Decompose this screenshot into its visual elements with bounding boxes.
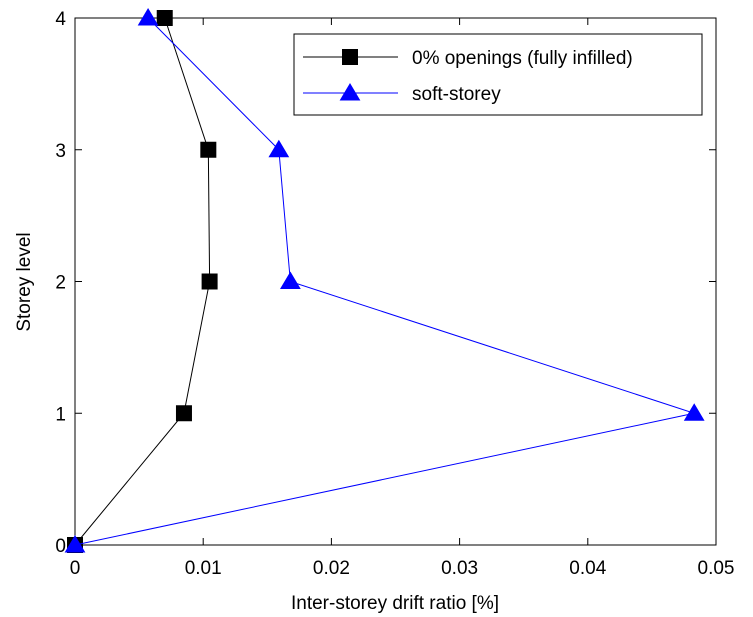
square-marker (156, 10, 173, 26)
series-soft-storey (64, 8, 705, 553)
x-tick-label: 0 (70, 558, 81, 579)
axis-ticks: 0 0.01 0.02 0.03 0.04 0.05 0 1 2 3 4 (55, 9, 734, 579)
legend-label: 0% openings (fully infilled) (412, 48, 633, 69)
y-axis-label: Storey level (14, 232, 35, 331)
legend: 0% openings (fully infilled) soft-storey (293, 33, 703, 116)
x-tick-label: 0.03 (441, 558, 478, 579)
triangle-marker (64, 535, 86, 553)
y-tick-label: 1 (55, 404, 66, 425)
legend-marker (342, 49, 358, 65)
legend-marker (339, 83, 361, 101)
y-tick-label: 0 (55, 536, 66, 557)
square-marker (200, 141, 217, 158)
triangle-marker (137, 8, 159, 26)
square-marker (201, 273, 218, 290)
square-marker (175, 405, 192, 422)
series-layer (64, 8, 705, 553)
legend-item: soft-storey (303, 83, 501, 105)
triangle-marker (683, 403, 705, 421)
triangle-marker (279, 271, 301, 289)
legend-box (293, 33, 703, 116)
x-tick-label: 0.04 (569, 558, 606, 579)
x-axis-label: Inter-storey drift ratio [%] (291, 593, 499, 614)
y-tick-label: 4 (55, 9, 66, 30)
x-tick-label: 0.01 (185, 558, 222, 579)
x-tick-label: 0.02 (313, 558, 350, 579)
y-tick-label: 3 (55, 141, 66, 162)
triangle-marker (268, 139, 290, 158)
legend-label: soft-storey (412, 84, 501, 105)
x-tick-label: 0.05 (698, 558, 735, 579)
y-tick-label: 2 (55, 273, 66, 294)
legend-item: 0% openings (fully infilled) (303, 48, 633, 69)
